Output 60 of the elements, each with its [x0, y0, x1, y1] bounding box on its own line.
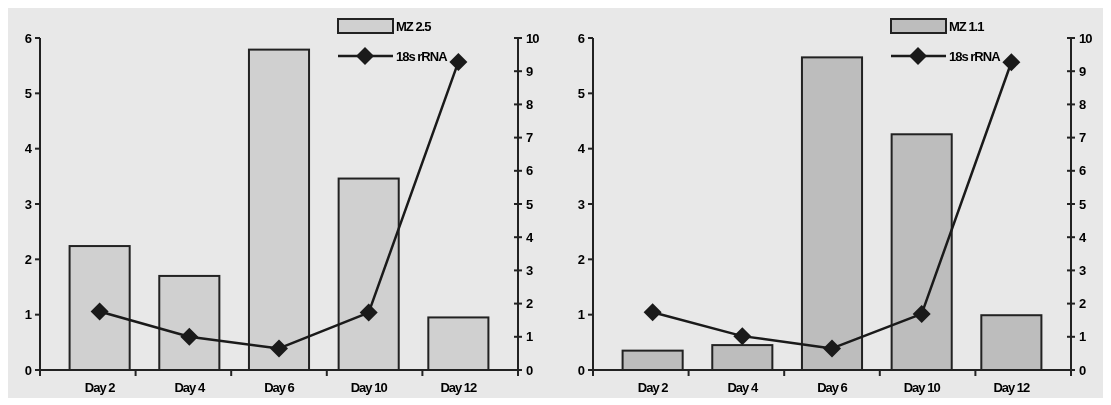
point	[733, 327, 752, 346]
point	[912, 304, 931, 323]
y2-tick-label: 6	[526, 163, 533, 179]
y2-tick-label: 6	[1079, 163, 1086, 179]
x-tick-label: Day 6	[264, 380, 295, 395]
y-tick-label: 5	[24, 85, 32, 101]
y2-tick-label: 7	[526, 130, 533, 146]
x-tick-label: Day 6	[817, 380, 848, 395]
y2-tick-label: 8	[526, 96, 533, 112]
y2-tick-label: 7	[1079, 130, 1086, 146]
legend-label: 18s rRNA	[396, 48, 449, 64]
legend-label: 18s rRNA	[949, 48, 1002, 64]
y2-tick-label: 9	[526, 63, 533, 79]
y-tick-label: 3	[577, 196, 585, 212]
y2-tick-label: 5	[526, 196, 533, 212]
y2-tick-label: 4	[1079, 229, 1087, 245]
y-tick-label: 4	[24, 141, 33, 157]
y-tick-label: 0	[577, 362, 585, 378]
point	[823, 339, 841, 358]
y-tick-label: 2	[24, 251, 32, 267]
point	[1002, 53, 1021, 72]
y2-tick-label: 2	[526, 296, 533, 312]
y2-tick-label: 0	[1079, 362, 1086, 378]
y2-tick-label: 0	[526, 362, 533, 378]
point	[449, 52, 468, 71]
y-tick-label: 0	[24, 362, 32, 378]
y2-tick-label: 2	[1079, 296, 1086, 312]
point	[270, 339, 288, 358]
x-tick-label: Day 10	[903, 380, 941, 395]
legend-label: MZ 1.1	[949, 18, 985, 34]
y2-tick-label: 4	[526, 229, 534, 245]
x-tick-label: Day 4	[174, 380, 206, 395]
x-tick-label: Day 2	[84, 380, 116, 395]
y2-tick-label: 10	[1079, 30, 1093, 46]
y2-tick-label: 1	[1079, 329, 1086, 345]
point	[359, 303, 378, 322]
point	[90, 302, 109, 321]
point	[180, 327, 199, 346]
y2-tick-label: 3	[526, 262, 533, 278]
y-tick-label: 1	[24, 307, 32, 323]
y-tick-label: 1	[577, 307, 585, 323]
y-tick-label: 6	[577, 30, 585, 46]
y2-tick-label: 5	[1079, 196, 1086, 212]
y-tick-label: 4	[577, 141, 586, 157]
x-tick-label: Day 12	[993, 380, 1031, 395]
x-tick-label: Day 12	[440, 380, 478, 395]
point	[643, 303, 662, 322]
y-tick-label: 3	[24, 196, 32, 212]
y2-tick-label: 8	[1079, 96, 1086, 112]
y2-tick-label: 9	[1079, 63, 1086, 79]
y2-tick-label: 1	[526, 329, 533, 345]
y-tick-label: 2	[577, 251, 585, 267]
x-tick-label: Day 10	[350, 380, 388, 395]
x-tick-label: Day 2	[637, 380, 669, 395]
y2-tick-label: 3	[1079, 262, 1086, 278]
x-tick-label: Day 4	[727, 380, 759, 395]
y-tick-label: 5	[577, 85, 585, 101]
y2-tick-label: 10	[526, 30, 540, 46]
legend-label: MZ 2.5	[396, 18, 432, 34]
y-tick-label: 6	[24, 30, 32, 46]
